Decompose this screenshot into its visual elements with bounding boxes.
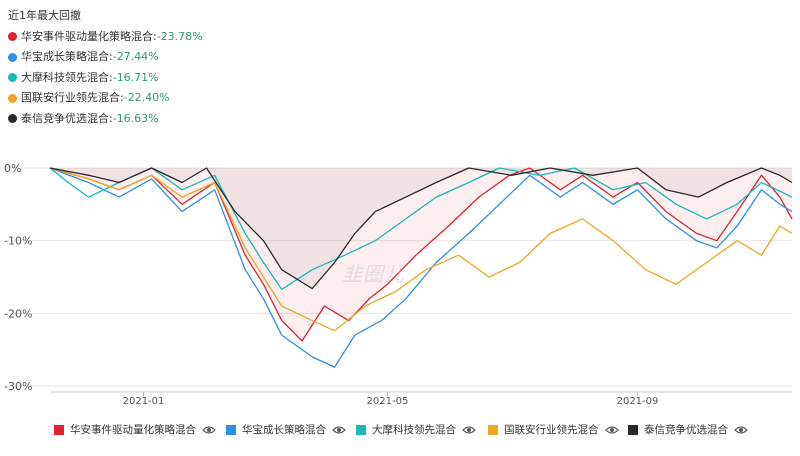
x-tick-label: 2021-09 bbox=[617, 396, 659, 407]
legend-swatch bbox=[628, 424, 638, 435]
x-tick-label: 2021-05 bbox=[367, 396, 409, 407]
legend-label: 华安事件驱动量化策略混合 bbox=[70, 424, 196, 436]
summary-item-name: 华安事件驱动量化策略混合: bbox=[21, 29, 157, 43]
legend-item[interactable]: 泰信竞争优选混合 bbox=[628, 422, 748, 437]
summary-item: 大摩科技领先混合: -16.71% bbox=[8, 68, 203, 89]
legend-item[interactable]: 华宝成长策略混合 bbox=[226, 422, 346, 437]
series-color-dot bbox=[8, 93, 17, 103]
series-line bbox=[49, 167, 793, 291]
summary-item-name: 大摩科技领先混合: bbox=[21, 70, 113, 84]
chart-legend: 华安事件驱动量化策略混合 华宝成长策略混合 大摩科技领先混合 国联安行业领先混合 泰信竞… bbox=[0, 418, 800, 442]
legend-label: 国联安行业领先混合 bbox=[504, 424, 599, 436]
series-line bbox=[49, 167, 793, 332]
legend-label: 大摩科技领先混合 bbox=[372, 424, 456, 436]
drawdown-chart: 0% -10% -20% -30% 2021-01 2021-05 2021-09 bbox=[4, 162, 793, 407]
summary-item-name: 华宝成长策略混合: bbox=[21, 50, 113, 63]
legend-item[interactable]: 华安事件驱动量化策略混合 bbox=[54, 422, 216, 437]
summary-item-value: -23.78% bbox=[156, 29, 203, 43]
legend-swatch bbox=[488, 424, 498, 435]
x-tick-label: 2021-01 bbox=[123, 396, 165, 407]
summary-item-value: -16.63% bbox=[112, 111, 159, 125]
y-tick-label: -30% bbox=[4, 380, 32, 393]
series-line bbox=[49, 167, 793, 342]
summary-item-value: -16.71% bbox=[112, 70, 159, 84]
summary-item: 国联安行业领先混合: -22.40% bbox=[8, 88, 203, 109]
summary-item: 华安事件驱动量化策略混合: -23.78% bbox=[8, 27, 203, 48]
eye-icon[interactable] bbox=[462, 425, 476, 435]
series-color-dot bbox=[8, 73, 17, 83]
legend-swatch bbox=[54, 424, 64, 435]
eye-icon[interactable] bbox=[734, 425, 748, 435]
drawdown-area bbox=[50, 168, 792, 289]
summary-item-name: 泰信竞争优选混合: bbox=[21, 111, 113, 125]
legend-item[interactable]: 大摩科技领先混合 bbox=[356, 422, 476, 437]
drawdown-area bbox=[50, 168, 792, 341]
watermark: 韭圈儿 bbox=[342, 262, 405, 286]
eye-icon[interactable] bbox=[332, 425, 346, 435]
drawdown-summary: 近1年最大回撤 华安事件驱动量化策略混合: -23.78% 华宝成长策略混合: -… bbox=[8, 6, 203, 129]
series-color-dot bbox=[8, 114, 17, 124]
summary-item-value: -22.40% bbox=[123, 91, 170, 104]
series-color-dot bbox=[8, 52, 17, 62]
summary-item-value: -27.44% bbox=[112, 50, 159, 63]
eye-icon[interactable] bbox=[604, 425, 619, 435]
legend-item[interactable]: 国联安行业领先混合 bbox=[488, 422, 619, 437]
legend-label: 泰信竞争优选混合 bbox=[644, 424, 728, 436]
summary-item: 泰信竞争优选混合: -16.63% bbox=[8, 109, 203, 130]
y-tick-label: -20% bbox=[4, 307, 32, 320]
series-color-dot bbox=[8, 32, 17, 42]
legend-label: 华宝成长策略混合 bbox=[242, 424, 326, 436]
series-line bbox=[49, 167, 793, 290]
y-tick-label: -10% bbox=[4, 235, 32, 248]
legend-swatch bbox=[226, 424, 236, 435]
legend-swatch bbox=[356, 424, 366, 435]
summary-item: 华宝成长策略混合: -27.44% bbox=[8, 47, 203, 68]
summary-item-name: 国联安行业领先混合: bbox=[21, 91, 124, 104]
series-line bbox=[49, 167, 793, 368]
summary-title: 近1年最大回撤 bbox=[8, 9, 81, 22]
eye-icon[interactable] bbox=[202, 425, 216, 435]
y-tick-label: 0% bbox=[4, 162, 21, 175]
